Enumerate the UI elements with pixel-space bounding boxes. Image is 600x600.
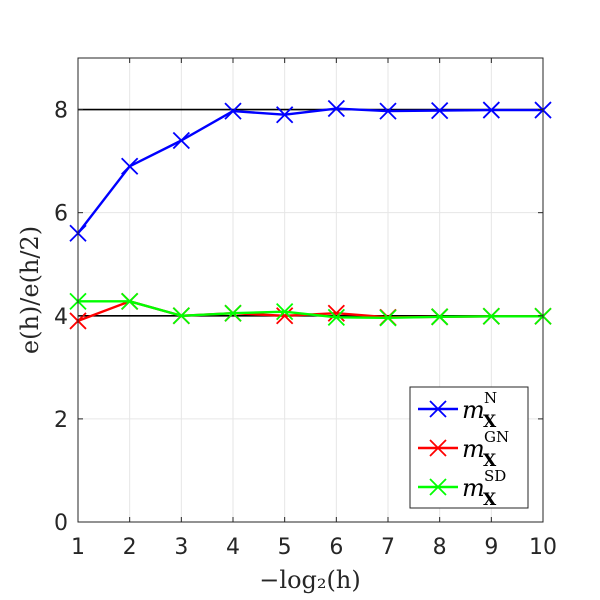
marker-stroke: [379, 102, 397, 120]
data-point-marker: [431, 308, 449, 326]
marker-stroke: [327, 308, 345, 326]
marker-stroke: [276, 303, 294, 321]
legend-superscript: N: [484, 389, 497, 407]
data-point-marker: [172, 307, 190, 325]
legend-entry: mX SD: [418, 467, 506, 510]
data-point-marker: [172, 131, 190, 150]
x-tick-label: 2: [123, 535, 137, 560]
marker-stroke: [379, 309, 397, 327]
marker-stroke: [327, 99, 345, 118]
data-point-marker: [224, 102, 242, 120]
data-point-marker: [482, 307, 500, 325]
axes-box: [77, 57, 544, 523]
legend-entry: mXN: [418, 389, 497, 432]
legend-superscript: SD: [484, 467, 506, 485]
series-m_X^N: [69, 99, 552, 242]
y-tick-label: 2: [54, 408, 68, 433]
legend-symbol: m: [462, 435, 485, 463]
series-layer: [69, 99, 552, 330]
legend-subscript: X: [483, 451, 497, 471]
legend-symbol: m: [462, 474, 485, 502]
y-axis-label: e(h)/e(h/2): [16, 226, 44, 354]
marker-stroke: [431, 101, 449, 120]
ticks: 1 2 3 4 5 6 7 8 9 10 0 2 4 6 8: [54, 58, 557, 560]
data-point-marker: [276, 106, 294, 124]
data-point-marker: [379, 102, 397, 120]
x-tick-label: 5: [278, 535, 292, 560]
data-point-marker: [121, 157, 139, 175]
x-tick-label: 7: [381, 535, 395, 560]
data-point-marker: [482, 101, 500, 119]
data-point-marker: [276, 303, 294, 321]
y-tick-label: 8: [54, 99, 68, 124]
marker-stroke: [276, 307, 294, 325]
marker-stroke: [482, 307, 500, 325]
x-tick-label: 10: [529, 535, 557, 560]
x-tick-label: 9: [484, 535, 498, 560]
legend-marker: [429, 478, 447, 496]
marker-stroke: [172, 307, 190, 325]
data-point-marker: [327, 308, 345, 326]
x-tick-label: 3: [174, 535, 188, 560]
legend-entry: mX GN: [418, 428, 509, 471]
marker-stroke: [431, 308, 449, 326]
series-m_X^SD: [69, 292, 552, 327]
marker-stroke: [327, 304, 345, 322]
legend-marker: [429, 439, 447, 457]
x-tick-label: 6: [329, 535, 343, 560]
data-point-marker: [431, 101, 449, 120]
marker-stroke: [121, 292, 139, 310]
x-axis-label: −log₂(h): [259, 566, 360, 594]
legend-subscript: X: [483, 490, 497, 510]
series-line: [77, 107, 543, 235]
legend-subscript: X: [483, 412, 497, 432]
data-point-marker: [224, 304, 242, 322]
data-point-marker: [276, 307, 294, 325]
x-tick-label: 4: [226, 535, 240, 560]
x-tick-label: 8: [433, 535, 447, 560]
marker-stroke: [172, 131, 190, 150]
marker-stroke: [276, 106, 294, 124]
series-line: [78, 300, 543, 320]
marker-stroke: [121, 157, 139, 175]
y-tick-label: 4: [54, 305, 68, 330]
data-point-marker: [121, 292, 139, 310]
legend-superscript: GN: [484, 428, 509, 446]
data-point-marker: [327, 99, 345, 118]
legend-marker: [429, 400, 447, 418]
marker-stroke: [482, 101, 500, 119]
marker-stroke: [224, 102, 242, 120]
y-tick-label: 0: [54, 511, 68, 536]
marker-stroke: [224, 304, 242, 322]
legend-symbol: m: [462, 396, 485, 424]
y-tick-label: 6: [54, 202, 68, 227]
data-point-marker: [379, 309, 397, 327]
x-tick-label: 1: [71, 535, 85, 560]
